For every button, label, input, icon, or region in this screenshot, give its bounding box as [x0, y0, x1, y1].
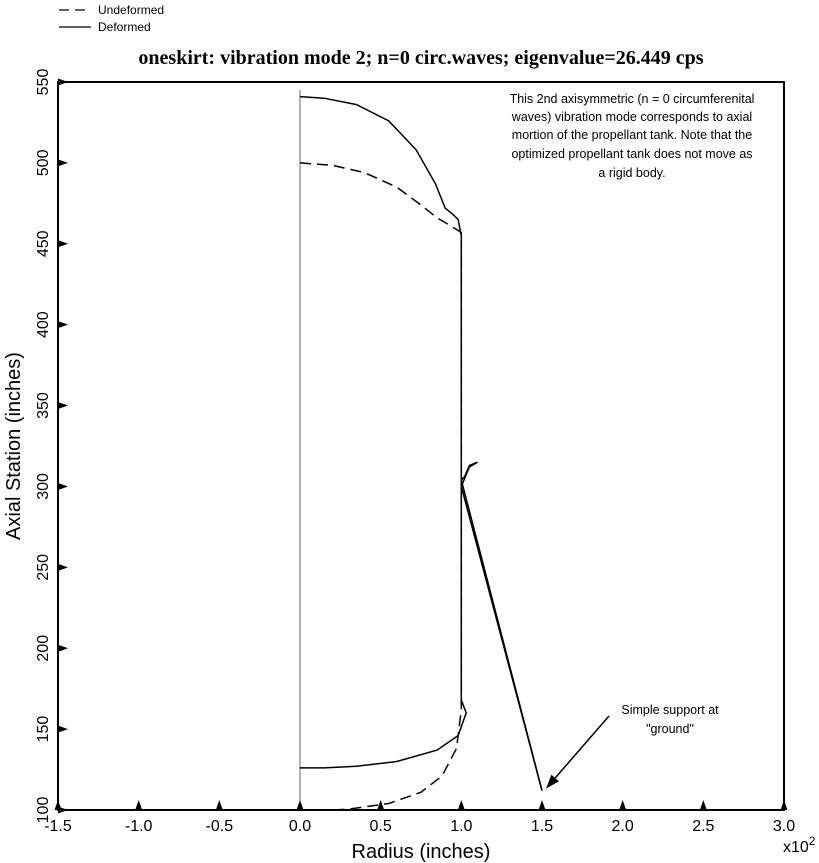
y-tick-label: 300	[35, 473, 52, 500]
x-multiplier: x102	[783, 834, 816, 856]
y-tick-label: 100	[35, 797, 52, 824]
annotation-line-5: a rigid body.	[598, 166, 665, 180]
x-tick-mark	[215, 800, 223, 810]
x-tick-label: 2.5	[692, 818, 714, 835]
x-tick-mark	[780, 800, 788, 810]
y-tick-mark	[58, 725, 68, 733]
x-multiplier-exponent: 2	[809, 834, 816, 848]
y-tick-label: 150	[35, 716, 52, 743]
y-tick-label: 550	[35, 69, 52, 96]
x-tick-label: -1.5	[44, 818, 72, 835]
x-tick-label: 2.0	[612, 818, 634, 835]
x-tick-label: -0.5	[206, 818, 234, 835]
x-tick-mark	[699, 800, 707, 810]
support-arrow	[554, 715, 610, 779]
annotation-mode-description: This 2nd axisymmetric (n = 0 circumferen…	[510, 92, 755, 180]
y-tick-label: 350	[35, 392, 52, 419]
x-tick-label: 1.5	[531, 818, 553, 835]
plot-area	[57, 81, 785, 811]
x-tick-label: 1.0	[450, 818, 472, 835]
x-ticks: -1.5 -1.0 -0.5 0.0 0.5 1.0 1.5 2.0 2.5 3.0	[44, 800, 795, 835]
x-tick-mark	[619, 800, 627, 810]
x-tick-label: 3.0	[773, 818, 795, 835]
y-tick-label: 500	[35, 149, 52, 176]
y-tick-mark	[58, 159, 68, 167]
y-tick-mark	[58, 240, 68, 248]
y-tick-label: 400	[35, 311, 52, 338]
legend: Undeformed Deformed	[59, 3, 164, 34]
x-axis-label: Radius (inches)	[352, 841, 491, 863]
y-tick-mark	[58, 402, 68, 410]
x-multiplier-base: x10	[783, 839, 809, 856]
y-tick-mark	[58, 321, 68, 329]
y-ticks: 100 150 200 250 300 350 400 450 500 550	[35, 69, 68, 824]
annotation-support: Simple support at "ground"	[546, 703, 719, 789]
x-tick-label: 0.5	[370, 818, 392, 835]
annotation-line-4: optimized propellant tank does not move …	[511, 147, 752, 161]
support-label-line-2: "ground"	[646, 722, 694, 736]
y-tick-mark	[58, 482, 68, 490]
x-tick-mark	[457, 800, 465, 810]
series-undeformed-line	[299, 162, 543, 811]
y-tick-mark	[58, 806, 68, 814]
y-tick-mark	[58, 644, 68, 652]
x-tick-mark	[538, 800, 546, 810]
series-deformed-line	[299, 95, 543, 791]
y-tick-label: 200	[35, 635, 52, 662]
x-tick-mark	[135, 800, 143, 810]
annotation-line-1: This 2nd axisymmetric (n = 0 circumferen…	[510, 92, 755, 106]
x-tick-mark	[377, 800, 385, 810]
legend-undeformed-label: Undeformed	[98, 3, 164, 17]
chart-title: oneskirt: vibration mode 2; n=0 circ.wav…	[138, 47, 703, 69]
y-axis-label: Axial Station (inches)	[3, 352, 25, 540]
support-label-line-1: Simple support at	[621, 703, 719, 717]
y-tick-mark	[58, 563, 68, 571]
annotation-line-2: waves) vibration mode corresponds to axi…	[511, 110, 752, 124]
y-tick-mark	[58, 78, 68, 86]
support-arrow-head	[546, 774, 559, 789]
x-tick-label: 0.0	[289, 818, 311, 835]
legend-deformed-label: Deformed	[98, 20, 151, 34]
y-tick-label: 450	[35, 230, 52, 257]
x-tick-label: -1.0	[125, 818, 153, 835]
annotation-line-3: mortion of the propellant tank. Note tha…	[512, 128, 752, 142]
y-tick-label: 250	[35, 554, 52, 581]
